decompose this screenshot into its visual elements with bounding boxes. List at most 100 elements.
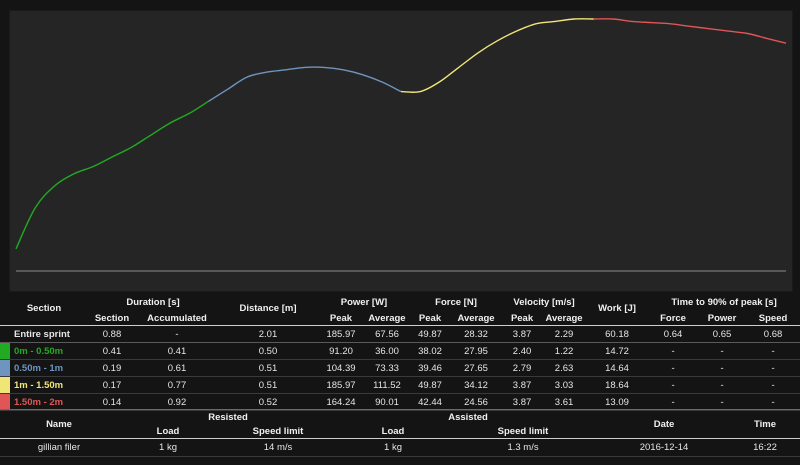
cell-time90-power: 0.65: [712, 328, 732, 340]
cell-power-peak: 104.39: [326, 362, 356, 374]
sub-power-peak: Peak: [329, 313, 353, 324]
col-time90: Time to 90% of peak [s]: [671, 296, 777, 308]
cell-time90-speed: -: [771, 396, 775, 408]
assisted-load: 1 kg: [384, 442, 402, 453]
cell-velocity-peak: 3.87: [512, 396, 532, 408]
cell-time90-power: -: [720, 345, 724, 357]
cell-velocity-average: 2.29: [554, 328, 574, 340]
cell-duration-accumulated: 0.41: [167, 345, 187, 357]
athlete-name: gillian filer: [37, 442, 81, 453]
cell-work: 14.72: [605, 345, 629, 357]
cell-time90-force: -: [671, 396, 675, 408]
stats-row[interactable]: 1.50m - 2m 0.14 0.92 0.52 164.24 90.01 42.44 24…: [0, 394, 800, 411]
cell-time90-speed: 0.68: [763, 328, 783, 340]
sub-time90-force: Force: [660, 313, 686, 324]
col-date: Date: [653, 418, 675, 430]
sub-resisted-speed: Speed limit: [252, 426, 304, 437]
cell-power-average: 73.33: [375, 362, 399, 374]
sub-velocity-average: Average: [545, 313, 583, 324]
cell-time90-power: -: [720, 396, 724, 408]
section-color-swatch: [0, 377, 10, 393]
cell-distance: 0.50: [258, 345, 278, 357]
cell-time90-power: -: [720, 379, 724, 391]
resisted-speed-limit: 14 m/s: [263, 442, 293, 453]
col-name: Name: [46, 418, 72, 430]
col-duration: Duration [s]: [126, 296, 180, 308]
cell-force-peak: 49.87: [418, 379, 442, 391]
cell-duration-section: 0.17: [102, 379, 122, 391]
section-color-swatch: [0, 343, 10, 359]
sub-force-average: Average: [457, 313, 495, 324]
cell-work: 13.09: [605, 396, 629, 408]
cell-time90-force: -: [671, 379, 675, 391]
session-row[interactable]: gillian filer 1 kg 14 m/s 1 kg 1.3 m/s 2…: [0, 439, 800, 457]
cell-velocity-average: 2.63: [554, 362, 574, 374]
cell-power-peak: 185.97: [326, 379, 356, 391]
session-info-table: Name Resisted Assisted Date Time Load Sp…: [0, 409, 800, 457]
col-distance: Distance [m]: [239, 303, 297, 314]
col-resisted: Resisted: [208, 412, 248, 423]
cell-distance: 0.51: [258, 362, 278, 374]
cell-velocity-average: 1.22: [554, 345, 574, 357]
cell-force-peak: 42.44: [418, 396, 442, 408]
cell-duration-section: 0.19: [102, 362, 122, 374]
section-label: 0m - 0.50m: [0, 343, 88, 360]
cell-work: 14.64: [605, 362, 629, 374]
session-date: 2016-12-14: [639, 442, 689, 453]
col-power: Power [W]: [340, 296, 388, 308]
cell-power-average: 111.52: [373, 379, 401, 391]
section-label: Entire sprint: [0, 326, 88, 343]
section-label: 1m - 1.50m: [0, 377, 88, 394]
cell-force-average: 28.32: [464, 328, 488, 340]
cell-duration-section: 0.88: [102, 328, 122, 340]
cell-power-peak: 164.24: [326, 396, 356, 408]
cell-work: 18.64: [605, 379, 629, 391]
cell-time90-speed: -: [771, 362, 775, 374]
section-color-swatch: [0, 360, 10, 376]
cell-distance: 2.01: [258, 328, 278, 340]
cell-duration-section: 0.41: [102, 345, 122, 357]
stats-row[interactable]: 1m - 1.50m 0.17 0.77 0.51 185.97 111.52 49.87 3…: [0, 377, 800, 394]
cell-duration-accumulated: -: [175, 328, 179, 340]
cell-velocity-peak: 3.87: [512, 379, 532, 391]
cell-distance: 0.51: [258, 379, 278, 391]
sub-assisted-speed: Speed limit: [497, 426, 549, 437]
col-work: Work [J]: [598, 303, 636, 314]
stats-row[interactable]: 0m - 0.50m 0.41 0.41 0.50 91.20 36.00 38.02 27.…: [0, 343, 800, 360]
cell-force-peak: 49.87: [418, 328, 442, 340]
cell-time90-power: -: [720, 362, 724, 374]
cell-velocity-average: 3.61: [554, 396, 574, 408]
cell-time90-force: -: [671, 345, 675, 357]
cell-duration-accumulated: 0.61: [167, 362, 187, 374]
cell-power-average: 36.00: [375, 345, 399, 357]
cell-velocity-peak: 2.40: [512, 345, 532, 357]
series-line-0: [15, 100, 209, 250]
stats-row[interactable]: Entire sprint 0.88 - 2.01 185.97 67.56 49.87 28…: [0, 326, 800, 343]
sub-duration-accumulated: Accumulated: [147, 313, 207, 324]
assisted-speed-limit: 1.3 m/s: [507, 442, 539, 453]
section-label: 1.50m - 2m: [0, 394, 88, 411]
session-time: 16:22: [753, 442, 777, 453]
cell-time90-speed: -: [771, 379, 775, 391]
velocity-chart-panel: [9, 10, 793, 292]
col-section: Section: [26, 303, 62, 314]
cell-power-peak: 185.97: [326, 328, 356, 340]
cell-force-peak: 39.46: [418, 362, 442, 374]
section-name: 0.50m - 1m: [14, 362, 64, 374]
sub-time90-speed: Speed: [758, 313, 788, 324]
cell-duration-accumulated: 0.92: [167, 396, 187, 408]
cell-force-average: 34.12: [464, 379, 488, 391]
stats-row[interactable]: 0.50m - 1m 0.19 0.61 0.51 104.39 73.33 39.46 27…: [0, 360, 800, 377]
sub-force-peak: Peak: [418, 313, 442, 324]
cell-force-average: 27.65: [464, 362, 488, 374]
cell-time90-force: 0.64: [663, 328, 683, 340]
section-name: 0m - 0.50m: [14, 345, 64, 357]
cell-power-peak: 91.20: [329, 345, 353, 357]
section-label: 0.50m - 1m: [0, 360, 88, 377]
cell-duration-section: 0.14: [102, 396, 122, 408]
series-line-1: [208, 66, 402, 102]
sub-resisted-load: Load: [156, 426, 180, 437]
col-force: Force [N]: [435, 296, 477, 308]
cell-velocity-average: 3.03: [554, 379, 574, 391]
resisted-load: 1 kg: [159, 442, 177, 453]
